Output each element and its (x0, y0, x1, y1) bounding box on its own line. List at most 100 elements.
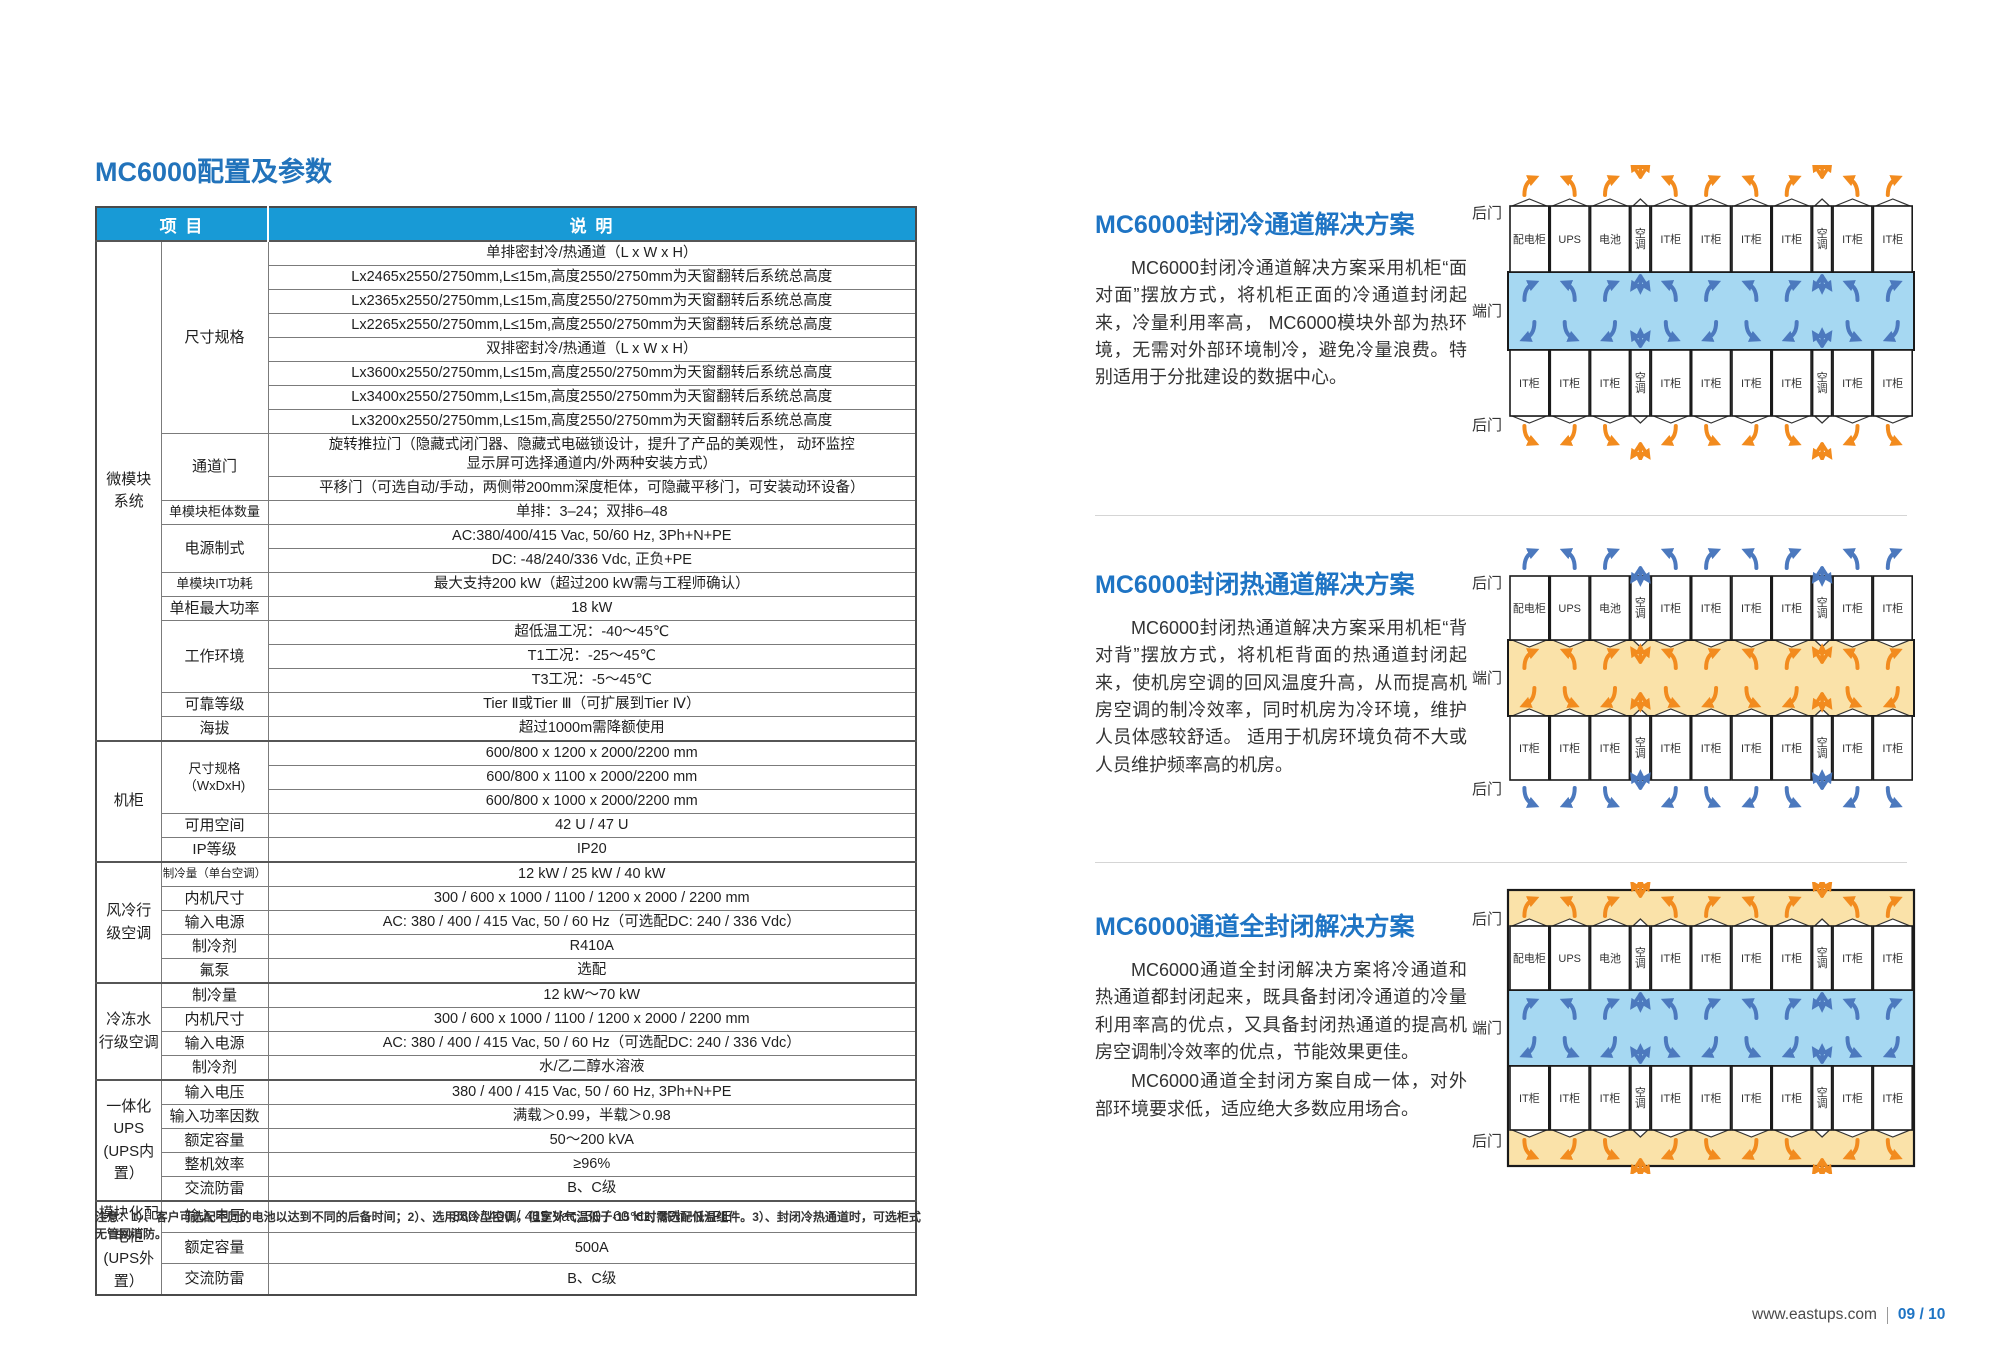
cabinet-label: 空调 (1817, 370, 1828, 395)
desc-cell: 12 kW / 25 kW / 40 kW (267, 861, 917, 887)
cabinet-label: IT柜 (1882, 952, 1903, 965)
table-row: 可靠等级 Tier Ⅱ或Tier Ⅲ（可扩展到Tier Ⅳ） (96, 692, 917, 717)
cabinet-label: IT柜 (1781, 952, 1802, 965)
section-divider (1095, 862, 1907, 863)
airflow-arrow (1842, 998, 1860, 1020)
table-row: 内机尺寸 300 / 600 x 1000 / 1100 / 1200 x 200… (96, 1007, 917, 1032)
cabinet-label: IT柜 (1559, 377, 1580, 390)
cabinet-box (1549, 715, 1590, 781)
airflow-arrow (1885, 424, 1903, 446)
cabinet-door-peak (1733, 415, 1770, 424)
airflow-arrow (1660, 424, 1678, 446)
cabinet-label: IT柜 (1660, 602, 1681, 615)
cabinet-box (1509, 925, 1550, 991)
cabinet-label: IT柜 (1842, 233, 1863, 246)
cabinet-door-peak (1653, 415, 1689, 424)
airflow-fan-arrow (1820, 161, 1833, 179)
desc-cell: Lx3200x2550/2750mm,L≤15m,高度2550/2750mm为天… (267, 409, 917, 434)
table-row: 模块化配 电柜 (UPS外置） 输入电压 380 / 400 / 415 Vac, … (95, 1200, 917, 1296)
airflow-arrow (1704, 548, 1722, 570)
cabinet-door-peak (1592, 415, 1628, 424)
page-number: 09 / 10 (1897, 1306, 1946, 1323)
airflow-arrow (1704, 175, 1722, 197)
airflow-arrow (1522, 998, 1540, 1020)
cabinet-box (1771, 1065, 1812, 1131)
cabinet-label: IT柜 (1882, 377, 1903, 390)
cabinet-box (1811, 1065, 1833, 1131)
cabinet-door-peak (1653, 198, 1689, 207)
airflow-arrow (1845, 320, 1863, 342)
table-row: 微模块 系统 尺寸规格 单排密封冷/热通道（L x W x H） (95, 240, 917, 742)
item-cell: 交流防雷 (160, 1176, 269, 1202)
airflow-arrow (1885, 1138, 1903, 1160)
cabinet-label: UPS (1558, 953, 1581, 965)
cabinet-door-peak (1875, 415, 1911, 424)
desc-cell: Lx2265x2550/2750mm,L≤15m,高度2550/2750mm为天… (267, 313, 917, 338)
cabinet-box (1549, 205, 1590, 273)
airflow-arrow (1784, 998, 1802, 1020)
section-paragraph: MC6000封闭冷通道解决方案采用机柜“面对面”摆放方式，将机柜正面的冷通道封闭… (1095, 258, 1467, 388)
desc-cell: AC: 380 / 400 / 415 Vac, 50 / 60 Hz（可选配D… (267, 910, 917, 935)
desc-cell: 满载＞0.99，半载＞0.98 (267, 1104, 917, 1129)
cabinet-box (1811, 205, 1833, 273)
cabinet-box (1690, 349, 1732, 417)
airflow-arrow (1885, 548, 1903, 570)
cabinet-box (1731, 925, 1772, 991)
airflow-arrow (1603, 175, 1620, 197)
airflow-arrow (1519, 320, 1537, 342)
airflow-arrow (1603, 648, 1620, 670)
airflow-fan-arrow (1811, 566, 1824, 584)
door-label: 端门 (1472, 670, 1502, 687)
cabinet-box (1509, 349, 1550, 417)
desc-cell: Lx3600x2550/2750mm,L≤15m,高度2550/2750mm为天… (267, 361, 917, 386)
airflow-arrow (1660, 548, 1678, 570)
desc-cell: 380 / 400 / 415 Vac, 50 / 60 Hz, 3Ph+N+P… (267, 1200, 917, 1234)
airflow-arrow (1885, 175, 1903, 197)
airflow-fan-arrow (1630, 992, 1643, 1010)
desc-cell: 42 U / 47 U (267, 813, 917, 838)
item-cell: 输入电源 (160, 910, 269, 935)
section-cold-aisle: MC6000封闭冷通道解决方案 MC6000封闭冷通道解决方案采用机柜“面对面”… (1095, 158, 1920, 465)
cabinet-label: IT柜 (1842, 742, 1863, 755)
airflow-arrow (1741, 1138, 1759, 1160)
airflow-arrow (1562, 1036, 1580, 1058)
item-cell: 整机效率 (160, 1152, 269, 1177)
desc-cell: 600/800 x 1000 x 2000/2200 mm (267, 789, 917, 814)
airflow-fan-arrow (1811, 992, 1824, 1010)
section-title: MC6000通道全封闭解决方案 (1095, 913, 1415, 941)
door-label: 端门 (1472, 303, 1502, 320)
cabinet-box (1589, 1065, 1631, 1131)
cabinet-door-peak (1552, 198, 1588, 207)
cabinet-door-peak (1511, 198, 1548, 207)
section-full-enclosure: MC6000通道全封闭解决方案 MC6000通道全封闭解决方案将冷通道和热通道都… (1095, 877, 1920, 1179)
cabinet-label: IT柜 (1741, 952, 1762, 965)
cabinet-label: IT柜 (1660, 742, 1681, 755)
cabinet-door-peak (1733, 198, 1770, 207)
cabinet-label: IT柜 (1519, 377, 1540, 390)
airflow-arrow (1562, 320, 1580, 342)
cabinet-box (1771, 349, 1812, 417)
airflow-arrow (1600, 320, 1617, 342)
cabinet-box (1650, 925, 1691, 991)
table-row: 可用空间 42 U / 47 U (96, 813, 917, 838)
cabinet-label: IT柜 (1741, 233, 1762, 246)
airflow-arrow (1522, 424, 1540, 446)
airflow-arrow (1603, 998, 1620, 1020)
page-footer: www.eastups.com 09 / 10 (1752, 1306, 1945, 1324)
item-cell: 交流防雷 (160, 1262, 269, 1296)
airflow-arrow (1784, 175, 1802, 197)
airflow-arrow (1522, 896, 1540, 918)
cabinet-label: IT柜 (1882, 602, 1903, 615)
item-cell: 制冷剂 (160, 1055, 269, 1081)
item-cell: 输入功率因数 (160, 1104, 269, 1129)
cabinet-box (1771, 575, 1812, 641)
desc-cell: 超低温工况：-40～45℃ (267, 620, 917, 645)
airflow-arrow (1882, 320, 1900, 342)
airflow-arrow (1741, 998, 1759, 1020)
door-label: 后门 (1472, 575, 1502, 592)
cabinet-label: 空调 (1635, 370, 1646, 395)
cabinet-box (1549, 349, 1590, 417)
airflow-fan-arrow (1638, 772, 1651, 790)
cabinet-label: IT柜 (1882, 233, 1903, 246)
cabinet-door-peak (1875, 198, 1911, 207)
